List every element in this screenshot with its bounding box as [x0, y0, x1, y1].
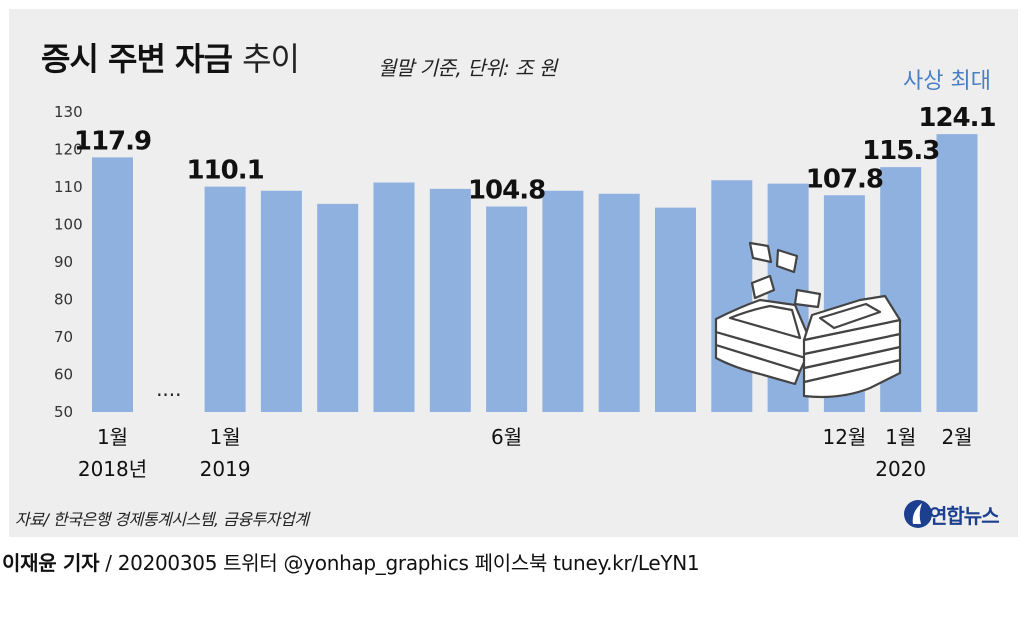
bar	[204, 186, 246, 412]
footer-credit: 이재윤 기자 / 20200305 트위터 @yonhap_graphics 페…	[2, 547, 700, 576]
bar	[260, 190, 302, 412]
y-tick-label: 100	[54, 216, 83, 234]
bar-value-label: 107.8	[806, 164, 883, 194]
y-tick-label: 90	[54, 253, 73, 271]
x-tick-year-label: 2020	[875, 457, 926, 481]
axis-gap-marker: ····	[156, 383, 181, 407]
bar	[429, 188, 471, 412]
y-tick-label: 60	[54, 366, 73, 384]
bar	[711, 180, 753, 412]
bar	[655, 207, 696, 412]
record-high-label: 사상 최대	[903, 69, 991, 94]
x-tick-label: 12월	[822, 425, 866, 449]
x-tick-year-label: 2019	[200, 457, 251, 481]
bar-chart: 130 120 110 100 90 80 70 60 50 117.9 1월 2018년 ···· 1…	[54, 69, 997, 481]
bar	[542, 190, 584, 412]
chart-subtitle: 월말 기준, 단위: 조 원	[378, 56, 557, 80]
bar	[598, 193, 640, 412]
y-tick-label: 70	[54, 328, 73, 346]
yonhap-logo-icon	[904, 500, 932, 528]
x-tick-label: 2월	[941, 425, 972, 449]
bar-value-label: 115.3	[862, 136, 939, 166]
bar-value-label: 117.9	[74, 126, 151, 156]
x-tick-label: 6월	[491, 425, 522, 449]
bar-value-label: 124.1	[918, 103, 995, 133]
bar-value-label: 110.1	[186, 156, 263, 186]
bar	[936, 134, 978, 412]
y-tick-label: 50	[54, 403, 73, 421]
bar	[486, 206, 528, 412]
y-tick-label: 110	[54, 178, 83, 196]
x-tick-label: 1월	[97, 425, 128, 449]
chart-title-bold: 증시 주변 자금	[41, 40, 233, 78]
y-tick-label: 80	[54, 291, 73, 309]
x-tick-label: 1월	[210, 425, 241, 449]
y-tick-label: 120	[54, 141, 83, 159]
x-tick-year-label: 2018년	[78, 457, 147, 481]
chart-title: 증시 주변 자금 추이	[41, 34, 300, 80]
footer-info: / 20200305 트위터 @yonhap_graphics 페이스북 tun…	[99, 551, 700, 575]
bar	[92, 157, 133, 412]
y-tick-label: 130	[54, 103, 83, 121]
chart-title-light: 추이	[242, 40, 300, 78]
source-note: 자료/ 한국은행 경제통계시스템, 금융투자업계	[15, 510, 309, 529]
bar	[373, 182, 415, 412]
reporter-name: 이재윤 기자	[2, 551, 100, 575]
bar-value-label: 104.8	[468, 176, 545, 206]
logo-text: 연합뉴스	[929, 504, 1000, 528]
money-stack-icon	[714, 241, 902, 399]
x-tick-label: 1월	[885, 425, 916, 449]
bar	[317, 203, 359, 412]
